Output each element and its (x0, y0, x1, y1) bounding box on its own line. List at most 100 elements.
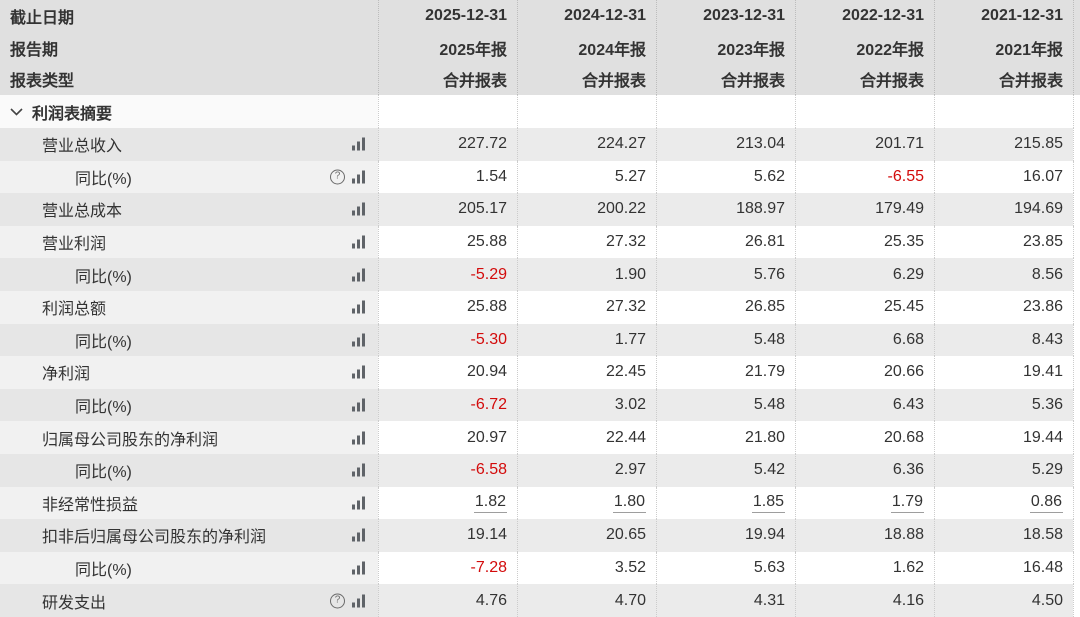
value-link[interactable]: 0.86 (1029, 493, 1063, 513)
value-cell: 1.54 (378, 160, 517, 194)
question-circle-icon[interactable]: ? (330, 169, 345, 185)
value-cell: 19.94 (656, 519, 795, 552)
row-label: 研发支出 (42, 594, 107, 612)
value-cell: 18.88 (795, 519, 934, 552)
value-link[interactable]: 1.79 (890, 493, 924, 513)
row-label-cell: 同比(%) (0, 388, 378, 422)
value-cell: 5.29 (934, 453, 1073, 487)
row-icons (352, 137, 365, 151)
section-empty-cell (934, 95, 1073, 128)
bar-chart-icon[interactable] (352, 137, 365, 151)
value-cell: 194.69 (934, 193, 1073, 226)
header-period: 2024年报 (578, 41, 646, 59)
value-cell: 26.85 (656, 290, 795, 324)
bar-chart-icon[interactable] (352, 463, 365, 477)
value-text: 8.56 (1031, 265, 1063, 283)
value-cell: -6.72 (378, 388, 517, 422)
value-text: 4.31 (753, 591, 785, 609)
value-cell: 6.29 (795, 258, 934, 291)
value-text: 16.07 (1022, 167, 1063, 185)
question-circle-icon[interactable]: ? (330, 593, 345, 609)
table-row: 同比(%) -7.28 3.52 5.63 1.62 16.48 (0, 551, 1080, 585)
value-text: 23.85 (1022, 233, 1063, 251)
value-text: 5.27 (614, 167, 646, 185)
row-label-cell: 扣非后归属母公司股东的净利润 (0, 519, 378, 552)
row-label: 同比(%) (75, 333, 132, 351)
bar-chart-icon[interactable] (352, 496, 365, 510)
value-cell: 25.88 (378, 225, 517, 259)
row-label-cell: 同比(%) (0, 551, 378, 585)
value-text: 215.85 (1014, 135, 1063, 153)
section-empty-cell (517, 95, 656, 128)
header-column-2025-12-31: 2025-12-31 2025年报 合并报表 (378, 0, 517, 95)
value-cell: 5.63 (656, 551, 795, 585)
value-cell: 16.07 (934, 160, 1073, 194)
value-cell[interactable]: 1.79 (795, 486, 934, 520)
value-cell: 6.36 (795, 453, 934, 487)
bar-chart-icon[interactable] (352, 398, 365, 412)
bar-chart-icon[interactable] (352, 594, 365, 608)
row-icons (352, 365, 365, 379)
value-cell: 20.68 (795, 421, 934, 454)
value-text: -5.30 (470, 330, 507, 348)
section-empty-cell (656, 95, 795, 128)
row-label: 营业总成本 (42, 203, 123, 221)
bar-chart-icon[interactable] (352, 268, 365, 282)
row-label-cell: 同比(%) (0, 453, 378, 487)
row-filler (1073, 128, 1080, 161)
value-cell: 27.32 (517, 225, 656, 259)
value-cell: 18.58 (934, 519, 1073, 552)
value-text: 25.88 (466, 298, 507, 316)
value-text: 19.14 (466, 526, 507, 544)
value-cell[interactable]: 1.80 (517, 486, 656, 520)
table-row: 同比(%)? 1.54 5.27 5.62 -6.55 16.07 (0, 160, 1080, 194)
value-text: 200.22 (597, 200, 646, 218)
section-income-statement-summary[interactable]: 利润表摘要 (0, 95, 378, 128)
header-report-type: 合并报表 (859, 73, 924, 91)
value-text: 19.41 (1022, 363, 1063, 381)
value-cell[interactable]: 0.86 (934, 486, 1073, 520)
bar-chart-icon[interactable] (352, 528, 365, 542)
table-row: 研发支出? 4.76 4.70 4.31 4.16 4.50 (0, 584, 1080, 617)
value-text: 6.36 (892, 461, 924, 479)
value-text: 224.27 (597, 135, 646, 153)
value-text: 194.69 (1014, 200, 1063, 218)
row-label: 营业总收入 (42, 138, 123, 156)
value-cell: 23.86 (934, 290, 1073, 324)
value-cell: 1.77 (517, 323, 656, 357)
value-cell: 6.43 (795, 388, 934, 422)
value-text: 179.49 (875, 200, 924, 218)
bar-chart-icon[interactable] (352, 365, 365, 379)
header-columns: 2025-12-31 2025年报 合并报表 2024-12-31 2024年报 合并报表… (378, 0, 1073, 95)
value-text: 22.45 (605, 363, 646, 381)
value-link[interactable]: 1.85 (751, 493, 785, 513)
value-text: 18.88 (883, 526, 924, 544)
bar-chart-icon[interactable] (352, 300, 365, 314)
value-cell: 25.45 (795, 290, 934, 324)
row-icons (352, 398, 365, 412)
value-cell: 4.76 (378, 584, 517, 617)
bar-chart-icon[interactable] (352, 170, 365, 184)
value-link[interactable]: 1.82 (473, 493, 507, 513)
header-report-type: 合并报表 (998, 73, 1063, 91)
value-cell: 5.48 (656, 323, 795, 357)
row-label-cell: 归属母公司股东的净利润 (0, 421, 378, 454)
row-icons (352, 528, 365, 542)
row-filler (1073, 519, 1080, 552)
value-cell[interactable]: 1.82 (378, 486, 517, 520)
value-link[interactable]: 1.80 (612, 493, 646, 513)
bar-chart-icon[interactable] (352, 235, 365, 249)
bar-chart-icon[interactable] (352, 333, 365, 347)
bar-chart-icon[interactable] (352, 202, 365, 216)
row-label-cell: 非经常性损益 (0, 486, 378, 520)
row-label: 同比(%) (75, 464, 132, 482)
header-label-end-date: 截止日期 (10, 9, 75, 27)
value-text: 20.66 (883, 363, 924, 381)
bar-chart-icon[interactable] (352, 561, 365, 575)
bar-chart-icon[interactable] (352, 431, 365, 445)
value-text: 6.43 (892, 396, 924, 414)
header-filler (1073, 0, 1080, 95)
value-cell: 20.66 (795, 356, 934, 389)
value-cell[interactable]: 1.85 (656, 486, 795, 520)
value-cell: 19.14 (378, 519, 517, 552)
